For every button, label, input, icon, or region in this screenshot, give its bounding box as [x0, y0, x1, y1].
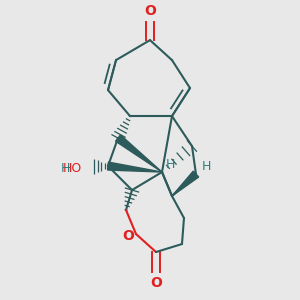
Polygon shape: [172, 171, 199, 196]
Text: HO: HO: [63, 162, 82, 175]
Text: H: H: [166, 158, 175, 171]
Text: H: H: [61, 162, 70, 175]
Polygon shape: [116, 135, 162, 172]
Text: O: O: [150, 276, 162, 290]
Text: O: O: [144, 4, 156, 18]
Polygon shape: [108, 162, 162, 172]
Text: O: O: [122, 229, 134, 243]
Text: H: H: [202, 160, 211, 172]
